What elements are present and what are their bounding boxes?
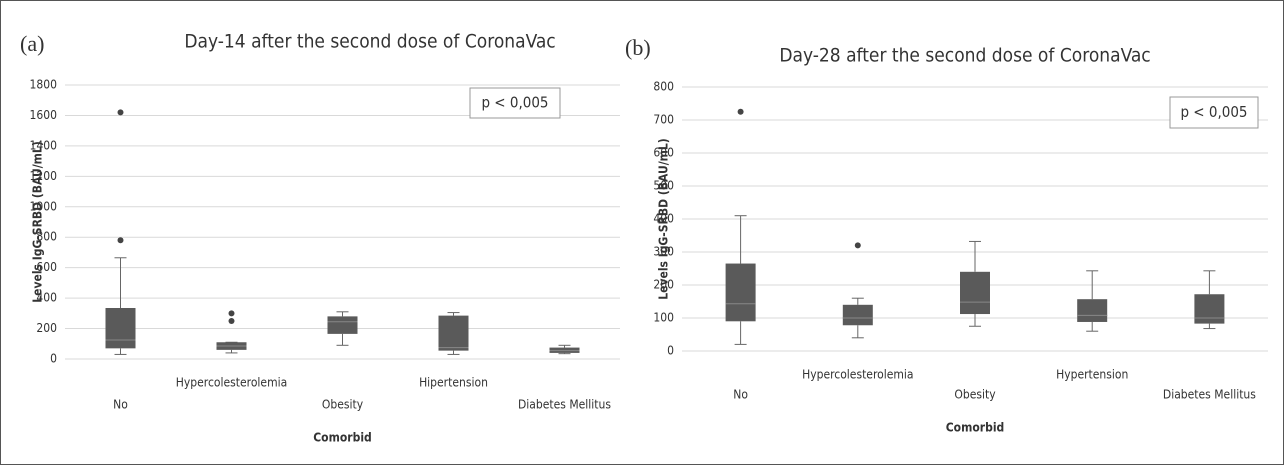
y-tick-label: 0 [50, 352, 57, 366]
y-tick-label: 200 [653, 278, 674, 292]
panel-label: (b) [625, 35, 651, 60]
y-tick-label: 1400 [30, 138, 58, 152]
box [960, 271, 990, 315]
box [327, 316, 358, 334]
x-tick-label: Hypercolesterolemia [176, 376, 287, 390]
annotation-box [469, 87, 561, 119]
y-tick-label: 400 [36, 291, 57, 305]
box [725, 263, 756, 322]
x-tick-label: Obesity [954, 388, 996, 402]
annotation-box [1169, 96, 1259, 129]
outlier [854, 242, 861, 249]
box [1077, 299, 1108, 322]
x-tick-label: No [113, 398, 128, 412]
box [105, 308, 136, 349]
y-tick-label: 400 [653, 212, 674, 226]
panel-label: (a) [20, 31, 44, 56]
x-tick-label: Hypercolesterolemia [802, 368, 913, 382]
x-tick-label: No [733, 388, 748, 402]
x-tick-label: Diabetes Mellitus [1163, 388, 1256, 402]
y-tick-label: 500 [653, 179, 674, 193]
annotation: p < 0,005 [1180, 103, 1247, 121]
outlier [737, 108, 744, 115]
outlier [228, 317, 235, 324]
box [1194, 294, 1225, 324]
chart-title: Day-14 after the second dose of CoronaVa… [184, 31, 555, 53]
box [438, 315, 469, 351]
y-tick-label: 1000 [30, 199, 58, 213]
y-axis-label: Levels IgG-SRBD (BAU/mL) [657, 138, 671, 300]
x-tick-label: Hipertension [419, 376, 488, 390]
y-tick-label: 1800 [30, 78, 58, 92]
chart-title: Day-28 after the second dose of CoronaVa… [779, 45, 1150, 67]
y-tick-label: 800 [36, 230, 57, 244]
x-axis-label: Comorbid [313, 431, 372, 445]
y-tick-label: 200 [36, 321, 57, 335]
outlier [117, 237, 124, 244]
y-tick-label: 1600 [30, 108, 58, 122]
x-tick-label: Diabetes Mellitus [518, 398, 611, 412]
annotation: p < 0,005 [481, 94, 548, 112]
box [842, 304, 873, 326]
y-axis-label: Levels IgG-SRBD (BAU/mL) [31, 141, 45, 303]
y-tick-label: 300 [653, 245, 674, 259]
y-tick-label: 100 [653, 311, 674, 325]
outlier [117, 109, 124, 116]
x-axis-label: Comorbid [946, 421, 1005, 435]
x-tick-label: Obesity [322, 398, 364, 412]
y-tick-label: 600 [36, 260, 57, 274]
outlier [228, 310, 235, 317]
y-tick-label: 600 [653, 146, 674, 160]
y-tick-label: 1200 [30, 169, 58, 183]
y-tick-label: 800 [653, 80, 674, 94]
x-tick-label: Hypertension [1056, 368, 1128, 382]
y-tick-label: 0 [667, 344, 674, 358]
y-tick-label: 700 [653, 113, 674, 127]
